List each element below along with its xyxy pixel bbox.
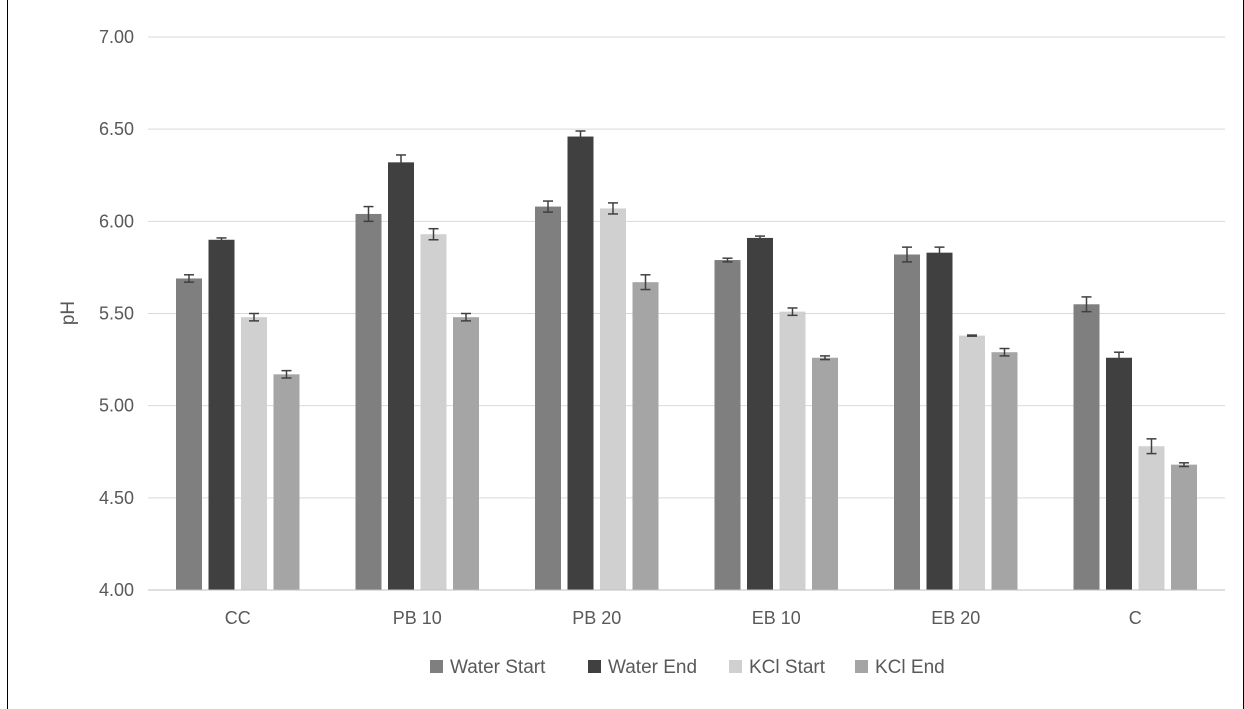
- error-bars: [184, 130, 1189, 468]
- bar-water-start: [1073, 304, 1100, 590]
- bar-kcl-start: [600, 208, 626, 590]
- bar-water-end: [567, 136, 594, 591]
- error-bar: [363, 205, 374, 223]
- error-bar: [999, 347, 1010, 357]
- error-bar: [216, 237, 227, 243]
- legend-swatch: [588, 660, 601, 673]
- bar-kcl-start: [420, 234, 447, 590]
- bar-water-end: [926, 252, 953, 591]
- x-tick-label: C: [1129, 608, 1142, 628]
- bar-water-start: [535, 206, 561, 590]
- error-bar: [755, 235, 765, 241]
- y-tick-label: 5.50: [99, 304, 134, 324]
- error-bar: [396, 154, 406, 171]
- legend-label: KCl Start: [749, 657, 826, 678]
- y-tick-label: 5.00: [99, 396, 134, 416]
- bar-kcl-end: [812, 357, 838, 590]
- bar-water-end: [388, 162, 414, 590]
- error-bar: [461, 312, 471, 322]
- bar-kcl-end: [273, 374, 300, 590]
- error-bar: [640, 274, 651, 291]
- gridlines: [148, 36, 1225, 499]
- bar-water-start: [355, 213, 382, 590]
- legend-label: Water Start: [450, 657, 546, 678]
- error-bar: [249, 312, 259, 322]
- bar-water-start: [176, 278, 202, 590]
- legend-swatch: [855, 660, 868, 673]
- bar-kcl-start: [779, 311, 806, 590]
- legend-item: Water End: [588, 657, 697, 678]
- error-bar: [1146, 438, 1157, 455]
- bar-kcl-start: [959, 335, 985, 590]
- bar-water-end: [747, 237, 773, 590]
- error-bar: [428, 227, 439, 241]
- error-bar: [902, 246, 912, 263]
- chart-frame: 4.00 4.50 5.00 5.50 6.00 6.50 7.00 CC PB 10 PB 2…: [7, 0, 1244, 709]
- x-tick-label: PB 10: [393, 608, 442, 628]
- error-bar: [543, 200, 553, 213]
- bar-kcl-end: [453, 317, 479, 590]
- bar-kcl-end: [1171, 464, 1197, 590]
- legend-label: Water End: [608, 657, 697, 678]
- x-tick-label: EB 10: [752, 608, 801, 628]
- legend-label: KCl End: [875, 657, 945, 678]
- bar-water-start: [894, 254, 920, 590]
- bar-water-end: [208, 239, 235, 590]
- x-tick-label: CC: [225, 608, 251, 628]
- error-bar: [575, 130, 586, 143]
- legend-swatch: [729, 660, 742, 673]
- error-bar: [1179, 462, 1189, 468]
- error-bar: [281, 369, 292, 379]
- bar-kcl-end: [991, 352, 1018, 590]
- error-bar: [787, 307, 798, 317]
- bar-water-start: [714, 260, 741, 590]
- bars: [176, 136, 1197, 591]
- legend-swatch: [430, 660, 443, 673]
- error-bar: [820, 355, 830, 361]
- legend: Water Start Water End KCl Start KCl End: [430, 657, 945, 678]
- y-tick-label: 6.50: [99, 119, 134, 139]
- y-tick-label: 4.00: [99, 580, 134, 600]
- error-bar: [1114, 351, 1124, 365]
- bar-kcl-start: [241, 317, 267, 590]
- error-bar: [934, 246, 945, 259]
- legend-item: KCl End: [855, 657, 945, 678]
- legend-item: Water Start: [430, 657, 546, 678]
- error-bar: [722, 257, 733, 263]
- error-bar: [608, 202, 618, 215]
- bar-kcl-start: [1138, 446, 1165, 590]
- x-tick-label: EB 20: [931, 608, 980, 628]
- error-bar: [1081, 296, 1092, 313]
- y-tick-label: 7.00: [99, 27, 134, 47]
- y-tick-label: 6.00: [99, 211, 134, 231]
- x-axis-ticks: CC PB 10 PB 20 EB 10 EB 20 C: [225, 608, 1142, 628]
- bar-kcl-end: [632, 282, 659, 590]
- y-axis-ticks: 4.00 4.50 5.00 5.50 6.00 6.50 7.00: [99, 27, 134, 600]
- error-bar: [184, 274, 194, 283]
- y-axis-title: pH: [58, 301, 79, 325]
- y-tick-label: 4.50: [99, 488, 134, 508]
- bar-chart: 4.00 4.50 5.00 5.50 6.00 6.50 7.00 CC PB 10 PB 2…: [58, 27, 1225, 678]
- error-bar: [967, 334, 977, 337]
- legend-item: KCl Start: [729, 657, 826, 678]
- bar-water-end: [1106, 357, 1132, 590]
- x-tick-label: PB 20: [572, 608, 621, 628]
